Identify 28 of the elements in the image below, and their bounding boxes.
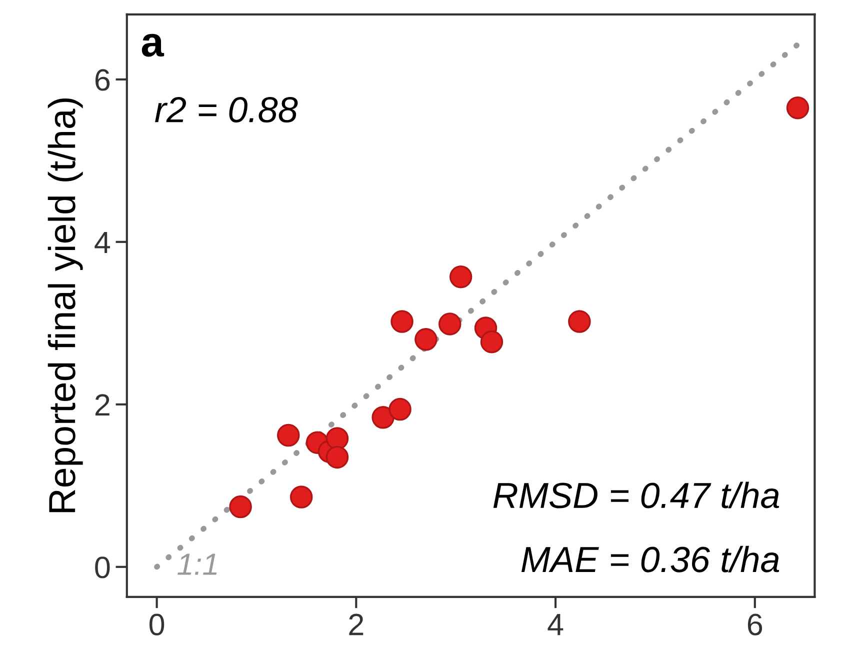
y-tick-label: 4 [94, 232, 110, 253]
point [414, 328, 438, 351]
y-tick-label: 0 [95, 556, 110, 578]
y-tick-label: 6 [95, 69, 110, 91]
point [229, 495, 252, 518]
point [290, 486, 313, 508]
x-tick-label: 2 [349, 614, 364, 636]
point [390, 310, 414, 333]
point [326, 446, 349, 469]
point [326, 427, 349, 450]
point [449, 265, 472, 288]
point [480, 330, 504, 354]
x-tick-label: 0 [150, 614, 164, 636]
y-tick-label: 2 [95, 394, 110, 416]
y-axis-title: Reported final yield (t/ha) [48, 98, 83, 512]
series-label: 1:1 [178, 554, 217, 575]
point [277, 424, 300, 447]
point [388, 398, 412, 421]
point [372, 406, 394, 429]
point [568, 310, 591, 333]
point [786, 96, 810, 120]
x-tick-label: 6 [748, 614, 762, 636]
annotation: RMSD = 0.47 t/ha [493, 482, 780, 508]
annotation: r2 = 0.88 [155, 96, 298, 123]
annotation: MAE = 0.36 t/ha [521, 546, 780, 572]
point [438, 312, 462, 336]
chart-title: a [142, 34, 164, 57]
x-tick-label: 4 [548, 614, 564, 636]
